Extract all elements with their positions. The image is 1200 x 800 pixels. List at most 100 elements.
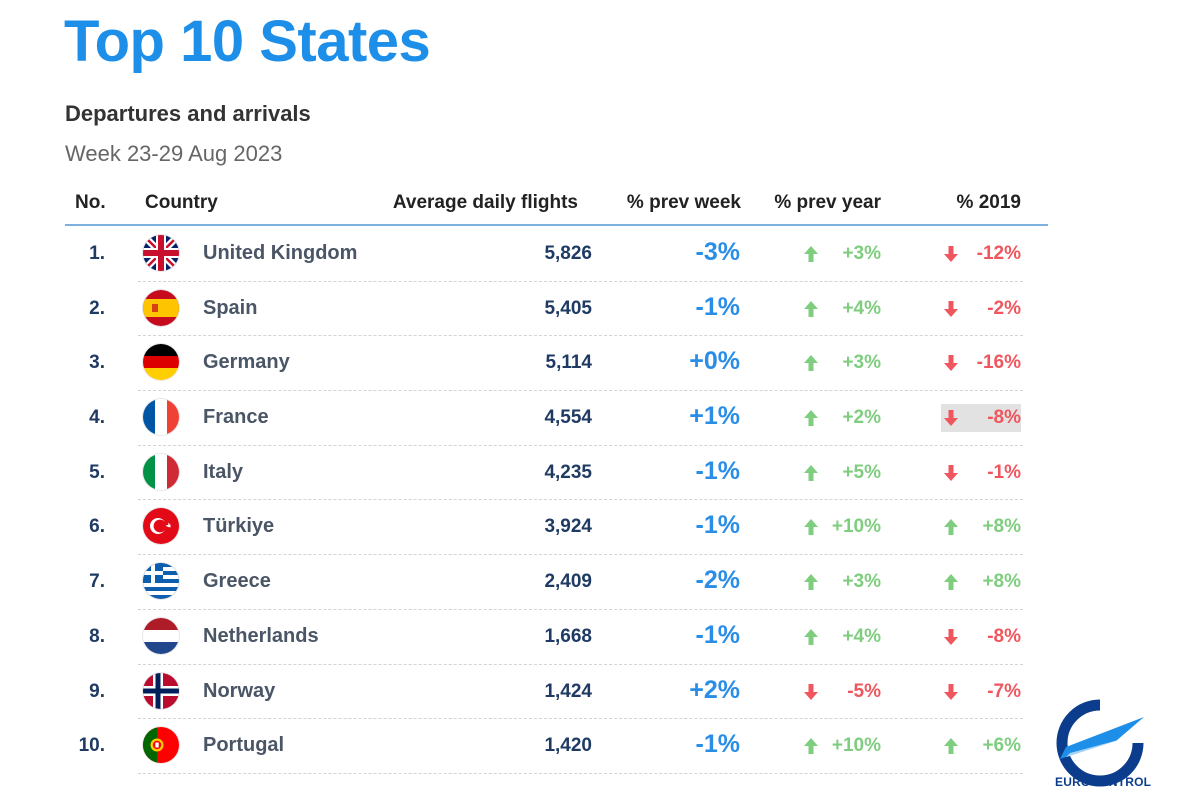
prev-week-change: -2% <box>695 566 740 595</box>
prev-week-change: +1% <box>689 402 740 431</box>
country-name: Norway <box>203 679 276 702</box>
table-header: No. Country Average daily flights % prev… <box>65 188 1048 226</box>
table-row: 4. France 4,554 +1% +2% -8% <box>89 391 1023 446</box>
row-number: 8. <box>89 625 105 647</box>
table-row: 10. Portugal 1,420 -1% +10% +6% <box>79 719 1023 774</box>
arrow-down-icon <box>941 628 959 646</box>
table-row: 2. Spain 5,405 -1% +4% -2% <box>89 282 1023 337</box>
prev-year-change: +5% <box>801 459 881 487</box>
table-row: 9. Norway 1,424 +2% -5% -7% <box>89 665 1023 720</box>
row-number: 7. <box>89 571 105 593</box>
average-daily-flights: 4,554 <box>544 407 592 429</box>
prev-year-change: +4% <box>801 295 881 323</box>
prev-year-change: +4% <box>801 623 881 651</box>
prev-year-value: +4% <box>842 297 881 319</box>
average-daily-flights: 1,668 <box>544 625 592 647</box>
page-title: Top 10 States <box>64 9 431 74</box>
y2019-value: +6% <box>982 735 1021 757</box>
country-name: Türkiye <box>203 515 275 538</box>
average-daily-flights: 4,235 <box>544 461 592 483</box>
row-number: 1. <box>89 243 105 264</box>
arrow-down-icon <box>941 464 959 482</box>
prev-week-change: +0% <box>689 347 740 376</box>
change-vs-2019: +8% <box>941 513 1021 541</box>
average-daily-flights: 3,924 <box>544 516 592 538</box>
country-name: Italy <box>203 460 244 483</box>
average-daily-flights: 5,405 <box>544 297 592 319</box>
table-row: 3. Germany 5,114 +0% +3% -16% <box>89 336 1023 392</box>
arrow-up-icon <box>801 300 819 318</box>
germany-flag-icon <box>143 344 179 381</box>
country-name: Netherlands <box>203 624 319 647</box>
change-vs-2019: -8% <box>941 404 1021 433</box>
arrow-up-icon <box>801 245 819 263</box>
period-label: Week 23-29 Aug 2023 <box>65 141 283 166</box>
table-row: 1. United Kingdom 5,826 -3% +3% -12% <box>89 227 1023 282</box>
prev-year-change: +3% <box>801 349 881 377</box>
column-header-2019: % 2019 <box>956 192 1021 213</box>
arrow-up-icon <box>801 464 819 482</box>
change-vs-2019: -8% <box>941 623 1021 651</box>
prev-year-value: +2% <box>842 407 881 429</box>
arrow-up-icon <box>941 737 959 755</box>
arrow-up-icon <box>941 518 959 536</box>
y2019-value: -12% <box>976 243 1021 264</box>
portugal-flag-icon <box>143 727 179 764</box>
row-number: 5. <box>89 461 105 483</box>
arrow-up-icon <box>801 737 819 755</box>
prev-year-change: +3% <box>801 568 881 596</box>
column-header-no: No. <box>75 192 106 213</box>
prev-week-change: -1% <box>695 620 740 649</box>
country-name: France <box>203 406 269 429</box>
arrow-up-icon <box>801 573 819 591</box>
column-header-prev-year: % prev year <box>774 192 881 213</box>
greece-flag-icon <box>143 563 179 600</box>
arrow-down-icon <box>801 683 819 701</box>
prev-week-change: -1% <box>695 292 740 321</box>
arrow-up-icon <box>801 354 819 372</box>
row-number: 3. <box>89 352 105 374</box>
netherlands-flag-icon <box>143 617 179 654</box>
change-vs-2019: -16% <box>941 349 1021 377</box>
prev-year-value: +4% <box>842 625 881 647</box>
y2019-value: -2% <box>987 297 1021 319</box>
arrow-down-icon <box>941 354 959 372</box>
change-vs-2019: -1% <box>941 459 1021 487</box>
average-daily-flights: 1,420 <box>544 735 592 757</box>
arrow-up-icon <box>941 573 959 591</box>
arrow-up-icon <box>801 628 819 646</box>
uk-flag-icon <box>143 235 179 271</box>
spain-flag-icon <box>143 289 179 326</box>
prev-week-change: -3% <box>695 238 740 266</box>
prev-year-change: +10% <box>801 513 881 541</box>
y2019-value: -8% <box>987 407 1021 429</box>
change-vs-2019: -12% <box>941 240 1021 268</box>
prev-week-change: -1% <box>695 730 740 759</box>
prev-year-value: +5% <box>842 461 881 483</box>
average-daily-flights: 1,424 <box>544 680 592 702</box>
table-row: 5. Italy 4,235 -1% +5% -1% <box>89 446 1023 501</box>
prev-year-change: -5% <box>801 678 881 706</box>
arrow-down-icon <box>941 683 959 701</box>
prev-week-change: -1% <box>695 456 740 485</box>
country-name: United Kingdom <box>203 242 358 264</box>
arrow-down-icon <box>941 245 959 263</box>
row-number: 10. <box>78 735 105 757</box>
column-header-prev-week: % prev week <box>626 192 741 213</box>
row-number: 2. <box>89 297 105 319</box>
average-daily-flights: 2,409 <box>544 571 592 593</box>
country-name: Portugal <box>203 734 285 757</box>
y2019-value: -16% <box>976 352 1021 374</box>
average-daily-flights: 5,114 <box>545 352 593 374</box>
country-name: Greece <box>203 570 271 593</box>
prev-week-change: -1% <box>695 511 740 540</box>
italy-flag-icon <box>143 453 179 490</box>
prev-year-value: -5% <box>847 680 881 702</box>
y2019-value: -1% <box>987 461 1021 483</box>
prev-week-change: +2% <box>689 675 740 704</box>
prev-year-value: +3% <box>842 352 881 374</box>
change-vs-2019: -7% <box>941 678 1021 706</box>
table-row: 6. Türkiye 3,924 -1% +10% +8% <box>89 500 1023 556</box>
y2019-value: -7% <box>987 680 1021 702</box>
prev-year-change: +10% <box>801 732 881 760</box>
